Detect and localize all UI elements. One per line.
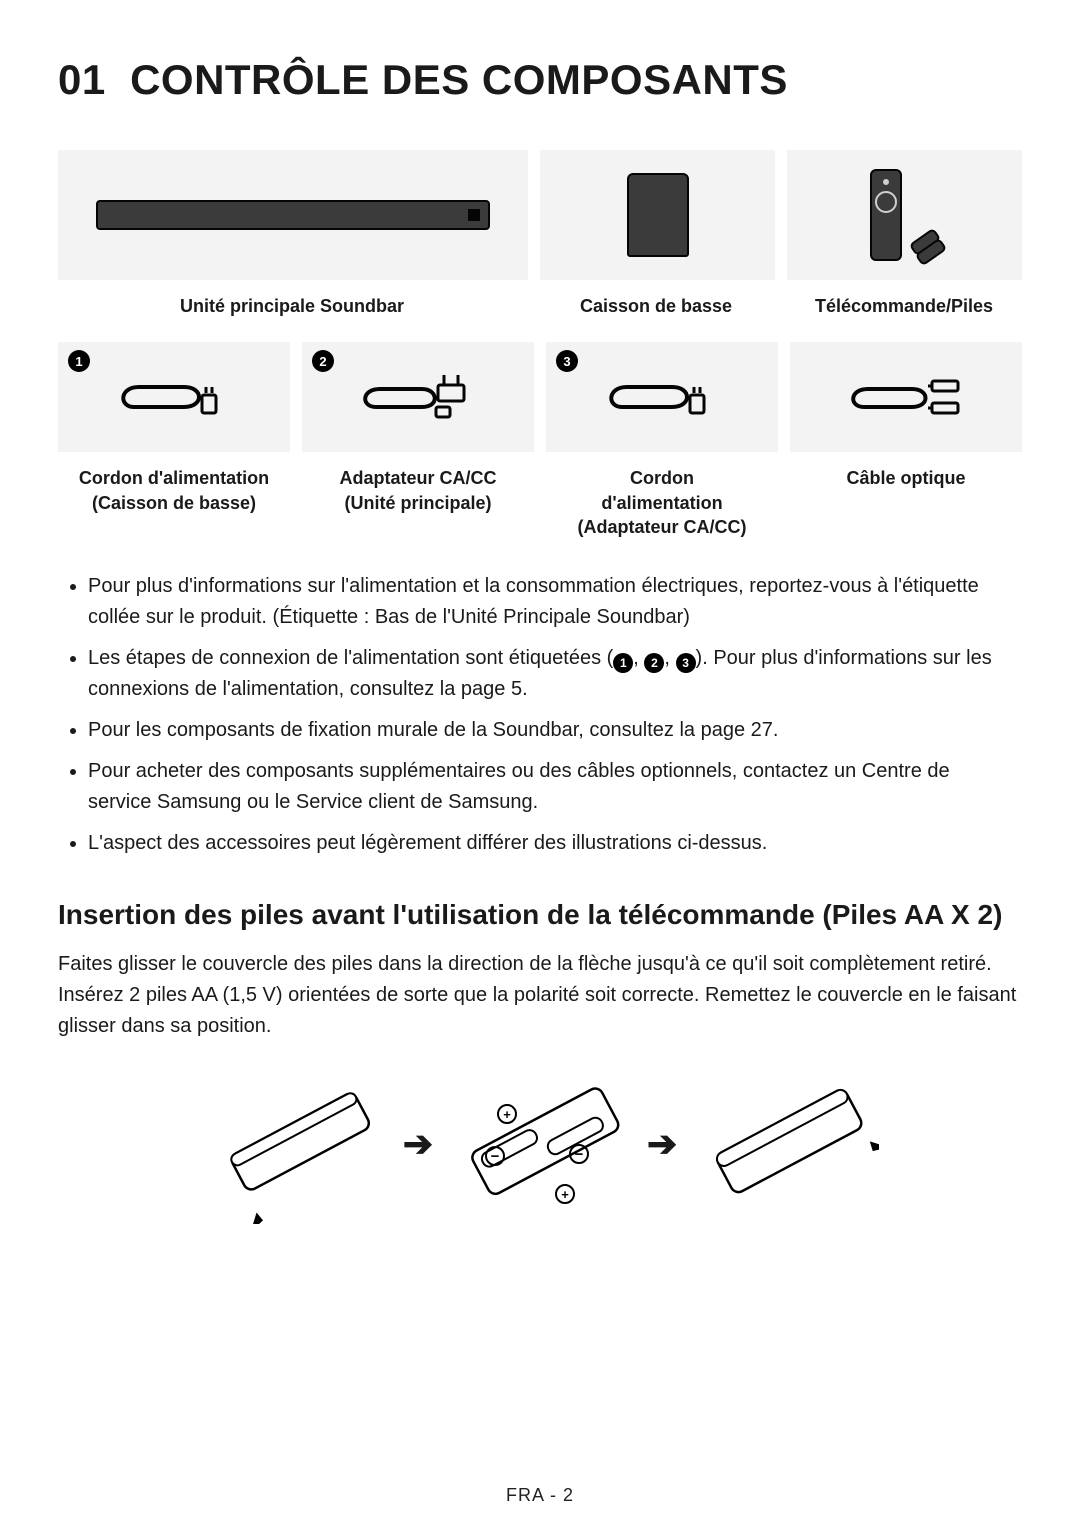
- remote-label: Télécommande/Piles: [786, 290, 1022, 318]
- arrow-icon: ➔: [403, 1123, 433, 1165]
- ac-dc-adapter-cell: 2: [302, 342, 534, 452]
- components-row-1-labels: Unité principale Soundbar Caisson de bas…: [58, 290, 1022, 318]
- power-cord-2-icon: [602, 367, 722, 427]
- section-heading: 01 CONTRÔLE DES COMPOSANTS: [58, 56, 1022, 104]
- note-text: ,: [664, 647, 675, 669]
- note-text: Les étapes de connexion de l'alimentatio…: [88, 647, 613, 669]
- inline-badge-3: 3: [676, 653, 696, 673]
- section-number: 01: [58, 56, 106, 103]
- step-badge-2: 2: [312, 350, 334, 372]
- step-badge-3: 3: [556, 350, 578, 372]
- adapter-icon: [358, 367, 478, 427]
- note-item: L'aspect des accessoires peut légèrement…: [88, 828, 1022, 859]
- components-row-2-labels: Cordon d'alimentation (Caisson de basse)…: [58, 462, 1022, 539]
- note-item: Pour plus d'informations sur l'alimentat…: [88, 571, 1022, 633]
- section-title-text: CONTRÔLE DES COMPOSANTS: [130, 56, 788, 103]
- arrow-icon: ➔: [647, 1123, 677, 1165]
- plus-symbol: +: [561, 1187, 569, 1202]
- subwoofer-illustration: [627, 173, 689, 257]
- label-text: (Unité principale): [344, 493, 491, 513]
- plus-symbol: +: [503, 1107, 511, 1122]
- note-item: Pour les composants de fixation murale d…: [88, 715, 1022, 746]
- adapter-label: Adaptateur CA/CC (Unité principale): [302, 462, 534, 539]
- components-row-1: [58, 150, 1022, 280]
- subwoofer-cell: [540, 150, 775, 280]
- battery-step-1-icon: [201, 1064, 391, 1224]
- inline-badge-2: 2: [644, 653, 664, 673]
- page-footer: FRA - 2: [0, 1485, 1080, 1506]
- step-badge-1: 1: [68, 350, 90, 372]
- label-text: (Caisson de basse): [92, 493, 256, 513]
- inline-badge-1: 1: [613, 653, 633, 673]
- soundbar-illustration: [96, 200, 491, 230]
- remote-illustration: [870, 169, 940, 261]
- optical-cable-icon: [846, 367, 966, 427]
- note-item: Les étapes de connexion de l'alimentatio…: [88, 643, 1022, 705]
- label-text: Adaptateur CA/CC: [339, 468, 496, 488]
- soundbar-label: Unité principale Soundbar: [58, 290, 526, 318]
- battery-step-3-icon: [689, 1064, 879, 1224]
- minus-symbol: −: [491, 1148, 500, 1165]
- power-cord-adapter-cell: 3: [546, 342, 778, 452]
- optical-cable-label: Câble optique: [790, 462, 1022, 539]
- optical-cable-cell: [790, 342, 1022, 452]
- battery-diagram: ➔ + − + − ➔: [58, 1064, 1022, 1224]
- power-cord-sub-label: Cordon d'alimentation (Caisson de basse): [58, 462, 290, 539]
- label-text: (Adaptateur CA/CC): [578, 517, 747, 537]
- note-text: ,: [633, 647, 644, 669]
- minus-symbol: −: [575, 1146, 584, 1163]
- power-cord-adapter-label: Cordon d'alimentation (Adaptateur CA/CC): [546, 462, 778, 539]
- remote-cell: [787, 150, 1022, 280]
- notes-list: Pour plus d'informations sur l'alimentat…: [88, 571, 1022, 859]
- label-text: Câble optique: [846, 468, 965, 488]
- label-text: Cordon: [630, 468, 694, 488]
- battery-step-2-icon: + − + −: [445, 1064, 635, 1224]
- label-text: Cordon d'alimentation: [79, 468, 269, 488]
- manual-page: 01 CONTRÔLE DES COMPOSANTS Unité princip…: [0, 0, 1080, 1532]
- power-cord-sub-cell: 1: [58, 342, 290, 452]
- battery-heading: Insertion des piles avant l'utilisation …: [58, 899, 1022, 931]
- soundbar-cell: [58, 150, 528, 280]
- power-cord-icon: [114, 367, 234, 427]
- subwoofer-label: Caisson de basse: [538, 290, 774, 318]
- label-text: d'alimentation: [601, 493, 722, 513]
- components-row-2: 1 2 3: [58, 342, 1022, 452]
- note-item: Pour acheter des composants supplémentai…: [88, 756, 1022, 818]
- battery-body-text: Faites glisser le couvercle des piles da…: [58, 949, 1022, 1042]
